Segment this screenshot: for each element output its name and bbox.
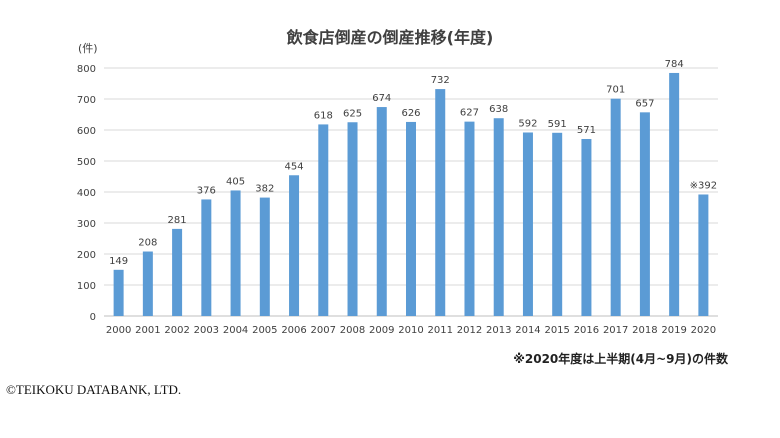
x-tick-label: 2006 bbox=[281, 325, 306, 336]
data-label: 571 bbox=[577, 125, 596, 136]
x-tick-label: 2013 bbox=[486, 325, 511, 336]
y-tick-label: 100 bbox=[77, 281, 96, 292]
x-tick-label: 2019 bbox=[661, 325, 686, 336]
y-tick-label: 800 bbox=[77, 64, 96, 75]
x-tick-label: 2008 bbox=[340, 325, 365, 336]
chart-title: 飲食店倒産の倒産推移(年度) bbox=[286, 28, 494, 47]
bar bbox=[522, 132, 533, 316]
bar bbox=[259, 197, 270, 316]
data-label: 149 bbox=[109, 256, 128, 267]
y-tick-label: 400 bbox=[77, 188, 96, 199]
data-label: 281 bbox=[168, 215, 187, 226]
x-tick-label: 2014 bbox=[515, 325, 540, 336]
bar bbox=[464, 121, 475, 316]
bar bbox=[201, 199, 212, 316]
data-label: ※392 bbox=[690, 180, 717, 191]
bar bbox=[406, 121, 416, 316]
copyright: ©TEIKOKU DATABANK, LTD. bbox=[6, 382, 182, 397]
y-axis-label: (件) bbox=[78, 42, 98, 55]
x-tick-label: 2020 bbox=[691, 325, 716, 336]
x-tick-label: 2003 bbox=[194, 325, 219, 336]
data-label: 701 bbox=[606, 85, 625, 96]
x-tick-label: 2007 bbox=[311, 325, 336, 336]
x-tick-label: 2017 bbox=[603, 325, 628, 336]
bar bbox=[639, 112, 650, 316]
bar bbox=[581, 138, 592, 316]
y-tick-label: 0 bbox=[90, 312, 96, 323]
x-tick-label: 2016 bbox=[574, 325, 599, 336]
data-label: 618 bbox=[314, 110, 333, 121]
data-label: 405 bbox=[226, 176, 245, 187]
bar bbox=[172, 228, 183, 316]
bar bbox=[347, 122, 358, 316]
bar bbox=[318, 124, 329, 316]
data-label: 626 bbox=[401, 108, 420, 119]
y-tick-label: 600 bbox=[77, 126, 96, 137]
footnote: ※2020年度は上半期(4月~9月)の件数 bbox=[513, 352, 728, 366]
y-tick-label: 200 bbox=[77, 250, 96, 261]
y-tick-label: 500 bbox=[77, 157, 96, 168]
data-label: 592 bbox=[518, 118, 537, 129]
data-label: 674 bbox=[372, 93, 391, 104]
x-tick-label: 2010 bbox=[398, 325, 423, 336]
y-tick-label: 700 bbox=[77, 95, 96, 106]
data-label: 382 bbox=[255, 184, 274, 195]
bar bbox=[230, 190, 241, 316]
data-label: 638 bbox=[489, 104, 508, 115]
x-tick-label: 2000 bbox=[106, 325, 131, 336]
bar bbox=[493, 118, 504, 316]
x-tick-label: 2001 bbox=[135, 325, 160, 336]
bar bbox=[376, 107, 387, 316]
x-tick-label: 2011 bbox=[428, 325, 453, 336]
data-label: 627 bbox=[460, 108, 479, 119]
data-label: 208 bbox=[138, 238, 157, 249]
bar bbox=[142, 251, 153, 316]
data-label: 376 bbox=[197, 185, 216, 196]
x-tick-label: 2002 bbox=[164, 325, 189, 336]
x-tick-label: 2018 bbox=[632, 325, 657, 336]
x-tick-label: 2005 bbox=[252, 325, 277, 336]
y-tick-label: 300 bbox=[77, 219, 96, 230]
x-tick-label: 2009 bbox=[369, 325, 394, 336]
x-tick-label: 2012 bbox=[457, 325, 482, 336]
data-label: 732 bbox=[431, 75, 450, 86]
x-tick-label: 2004 bbox=[223, 325, 248, 336]
bar bbox=[552, 132, 563, 316]
bar bbox=[113, 269, 124, 316]
x-tick-label: 2015 bbox=[544, 325, 569, 336]
data-label: 784 bbox=[665, 59, 684, 70]
data-label: 625 bbox=[343, 108, 362, 119]
data-label: 657 bbox=[635, 98, 654, 109]
data-label: 454 bbox=[285, 161, 304, 172]
data-label: 591 bbox=[548, 119, 567, 130]
bar bbox=[669, 72, 680, 317]
bar bbox=[698, 194, 709, 316]
bar bbox=[435, 89, 446, 316]
bar bbox=[289, 175, 300, 316]
bar bbox=[610, 98, 621, 316]
